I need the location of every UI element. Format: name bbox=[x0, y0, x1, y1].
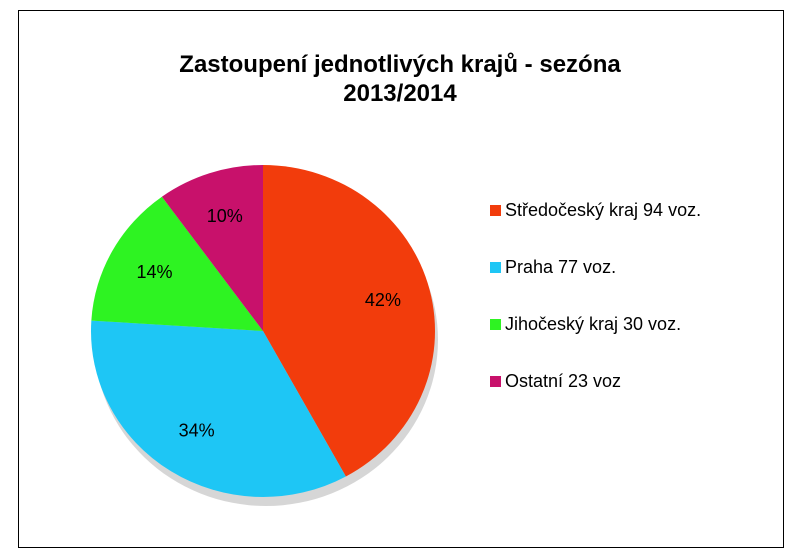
legend-label: Praha 77 voz. bbox=[505, 257, 616, 277]
legend-swatch bbox=[490, 319, 501, 330]
slice-label: 42% bbox=[365, 290, 401, 310]
legend-swatch bbox=[490, 205, 501, 216]
pie-slice bbox=[91, 196, 263, 331]
pie-slice bbox=[161, 165, 263, 331]
legend-label: Středočeský kraj 94 voz. bbox=[505, 200, 701, 220]
legend-label: Ostatní 23 voz bbox=[505, 371, 621, 391]
pie-slice bbox=[91, 320, 346, 498]
legend-swatch bbox=[490, 262, 501, 273]
slice-label: 10% bbox=[207, 206, 243, 226]
legend-swatch bbox=[490, 376, 501, 387]
legend-label: Jihočeský kraj 30 voz. bbox=[505, 314, 681, 334]
slice-label: 14% bbox=[136, 262, 172, 282]
pie-slice bbox=[263, 165, 436, 477]
slice-label: 34% bbox=[179, 421, 215, 441]
chart-title: Zastoupení jednotlivých krajů - sezóna 2… bbox=[179, 51, 621, 107]
chart-frame bbox=[18, 10, 784, 548]
